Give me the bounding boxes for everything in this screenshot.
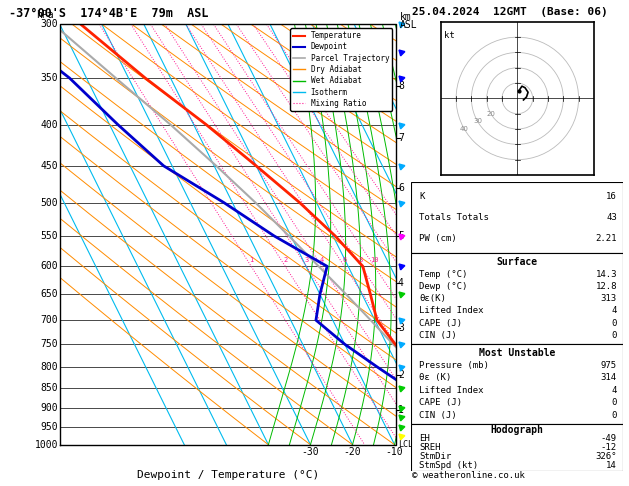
Text: Most Unstable: Most Unstable xyxy=(479,348,555,358)
Text: 16: 16 xyxy=(606,192,617,201)
Text: CAPE (J): CAPE (J) xyxy=(420,319,462,328)
Text: 750: 750 xyxy=(40,339,58,349)
Text: 6: 6 xyxy=(342,257,347,263)
Text: 300: 300 xyxy=(40,19,58,29)
Text: 3: 3 xyxy=(398,323,404,332)
Text: Mixing Ratio (g/kg): Mixing Ratio (g/kg) xyxy=(417,205,426,307)
Text: -20: -20 xyxy=(343,447,361,457)
Text: 1: 1 xyxy=(398,405,404,415)
Text: Temp (°C): Temp (°C) xyxy=(420,270,467,278)
Text: 313: 313 xyxy=(601,294,617,303)
Text: 14.3: 14.3 xyxy=(596,270,617,278)
Text: LCL: LCL xyxy=(398,440,413,449)
Text: 6: 6 xyxy=(398,183,404,193)
Text: StmDir: StmDir xyxy=(420,452,452,461)
Text: PW (cm): PW (cm) xyxy=(420,234,457,243)
Text: Surface: Surface xyxy=(496,257,538,267)
Text: ASL: ASL xyxy=(400,20,418,31)
Text: 700: 700 xyxy=(40,315,58,325)
Text: 0: 0 xyxy=(611,331,617,340)
Text: © weatheronline.co.uk: © weatheronline.co.uk xyxy=(412,470,525,480)
Text: km: km xyxy=(400,12,412,22)
Text: 4: 4 xyxy=(611,307,617,315)
Text: 12.8: 12.8 xyxy=(596,282,617,291)
Text: 0: 0 xyxy=(611,411,617,419)
FancyBboxPatch shape xyxy=(411,253,623,344)
Text: CIN (J): CIN (J) xyxy=(420,331,457,340)
Text: 30: 30 xyxy=(473,119,482,124)
Text: 350: 350 xyxy=(40,73,58,83)
Text: CAPE (J): CAPE (J) xyxy=(420,398,462,407)
Text: 4: 4 xyxy=(611,386,617,395)
Text: 2: 2 xyxy=(398,370,404,381)
Text: SREH: SREH xyxy=(420,443,441,452)
FancyBboxPatch shape xyxy=(411,424,623,471)
Text: Totals Totals: Totals Totals xyxy=(420,213,489,222)
Text: CIN (J): CIN (J) xyxy=(420,411,457,419)
Text: 0: 0 xyxy=(611,319,617,328)
Text: 0: 0 xyxy=(611,398,617,407)
Text: 10: 10 xyxy=(370,257,379,263)
Text: 7: 7 xyxy=(398,133,404,142)
Text: 800: 800 xyxy=(40,362,58,372)
FancyBboxPatch shape xyxy=(411,344,623,424)
Text: Lifted Index: Lifted Index xyxy=(420,386,484,395)
Text: 8: 8 xyxy=(359,257,363,263)
Text: θε (K): θε (K) xyxy=(420,373,452,382)
Text: -37°00'S  174°4B'E  79m  ASL: -37°00'S 174°4B'E 79m ASL xyxy=(9,7,209,20)
Text: 326°: 326° xyxy=(596,452,617,461)
Text: Pressure (mb): Pressure (mb) xyxy=(420,361,489,370)
Text: kt: kt xyxy=(444,31,455,40)
Text: 3: 3 xyxy=(304,257,308,263)
Text: 950: 950 xyxy=(40,422,58,432)
Text: K: K xyxy=(420,192,425,201)
Text: hPa: hPa xyxy=(36,10,54,20)
Text: 40: 40 xyxy=(460,126,469,132)
Text: 14: 14 xyxy=(606,461,617,470)
Text: 500: 500 xyxy=(40,198,58,208)
Text: 1: 1 xyxy=(249,257,253,263)
Text: 600: 600 xyxy=(40,261,58,271)
Text: StmSpd (kt): StmSpd (kt) xyxy=(420,461,479,470)
Text: Lifted Index: Lifted Index xyxy=(420,307,484,315)
Text: 20: 20 xyxy=(486,111,495,117)
Text: -10: -10 xyxy=(386,447,403,457)
Text: 25.04.2024  12GMT  (Base: 06): 25.04.2024 12GMT (Base: 06) xyxy=(412,7,608,17)
Text: θε(K): θε(K) xyxy=(420,294,446,303)
Text: Hodograph: Hodograph xyxy=(491,425,543,435)
Text: 1000: 1000 xyxy=(35,440,58,450)
Text: 2: 2 xyxy=(283,257,287,263)
Text: 4: 4 xyxy=(320,257,324,263)
Text: -12: -12 xyxy=(601,443,617,452)
Text: -49: -49 xyxy=(601,434,617,443)
Text: EH: EH xyxy=(420,434,430,443)
Text: 5: 5 xyxy=(398,231,404,241)
Text: Dewpoint / Temperature (°C): Dewpoint / Temperature (°C) xyxy=(137,470,319,480)
Text: -30: -30 xyxy=(302,447,320,457)
Text: 450: 450 xyxy=(40,161,58,171)
Text: 400: 400 xyxy=(40,120,58,130)
FancyBboxPatch shape xyxy=(411,182,623,253)
Text: 975: 975 xyxy=(601,361,617,370)
Text: 650: 650 xyxy=(40,289,58,299)
Text: 900: 900 xyxy=(40,403,58,413)
Text: 2.21: 2.21 xyxy=(596,234,617,243)
Text: 850: 850 xyxy=(40,383,58,393)
Text: 43: 43 xyxy=(606,213,617,222)
Text: Dewp (°C): Dewp (°C) xyxy=(420,282,467,291)
Text: 8: 8 xyxy=(398,81,404,91)
Text: 4: 4 xyxy=(398,278,404,288)
Legend: Temperature, Dewpoint, Parcel Trajectory, Dry Adiabat, Wet Adiabat, Isotherm, Mi: Temperature, Dewpoint, Parcel Trajectory… xyxy=(290,28,392,111)
Text: 550: 550 xyxy=(40,231,58,241)
Text: 314: 314 xyxy=(601,373,617,382)
Text: 15: 15 xyxy=(395,257,403,263)
